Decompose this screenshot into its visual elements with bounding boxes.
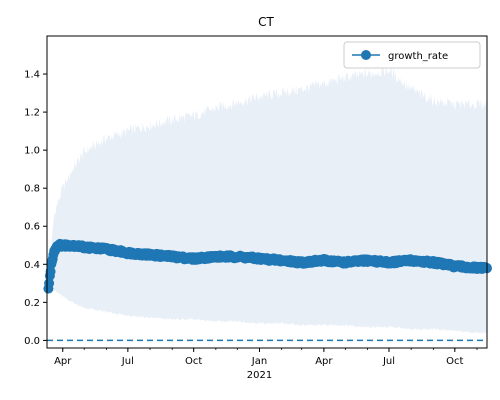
x-tick-label: Apr: [54, 356, 72, 367]
x-tick-label: Oct: [446, 356, 463, 367]
legend: growth_rate: [343, 41, 481, 69]
series-line-growth-rate: [47, 242, 488, 289]
legend-box: [343, 41, 481, 69]
x-tick-label: Jan: [251, 356, 267, 367]
chart-title: CT: [258, 15, 274, 29]
x-tick-label: Jul: [382, 356, 395, 367]
confidence-band: [48, 65, 488, 334]
x-tick-label: Apr: [315, 356, 333, 367]
x-year-label: 2021: [247, 370, 272, 381]
y-tick-label: 1.0: [24, 146, 40, 157]
y-tick-label: 0.2: [24, 298, 40, 309]
x-tick-label: Oct: [185, 356, 202, 367]
y-tick-label: 0.0: [24, 336, 40, 347]
axes: 0.0 0.2 0.4 0.6 0.8 1.0 1.2 1.4 Apr Jul Oct Jan Apr J…: [24, 35, 488, 381]
legend-dot-marker: [361, 50, 371, 60]
y-tick-label: 0.8: [24, 184, 40, 195]
y-tick-label: 1.2: [24, 108, 40, 119]
y-tick-label: 0.6: [24, 222, 40, 233]
plot-area: [43, 65, 492, 342]
plot-frame: [46, 35, 488, 349]
y-tick-label: 1.4: [24, 70, 40, 81]
y-tick-label: 0.4: [24, 260, 40, 271]
legend-label-growth-rate: growth_rate: [388, 51, 448, 62]
x-tick-label: Jul: [121, 356, 134, 367]
